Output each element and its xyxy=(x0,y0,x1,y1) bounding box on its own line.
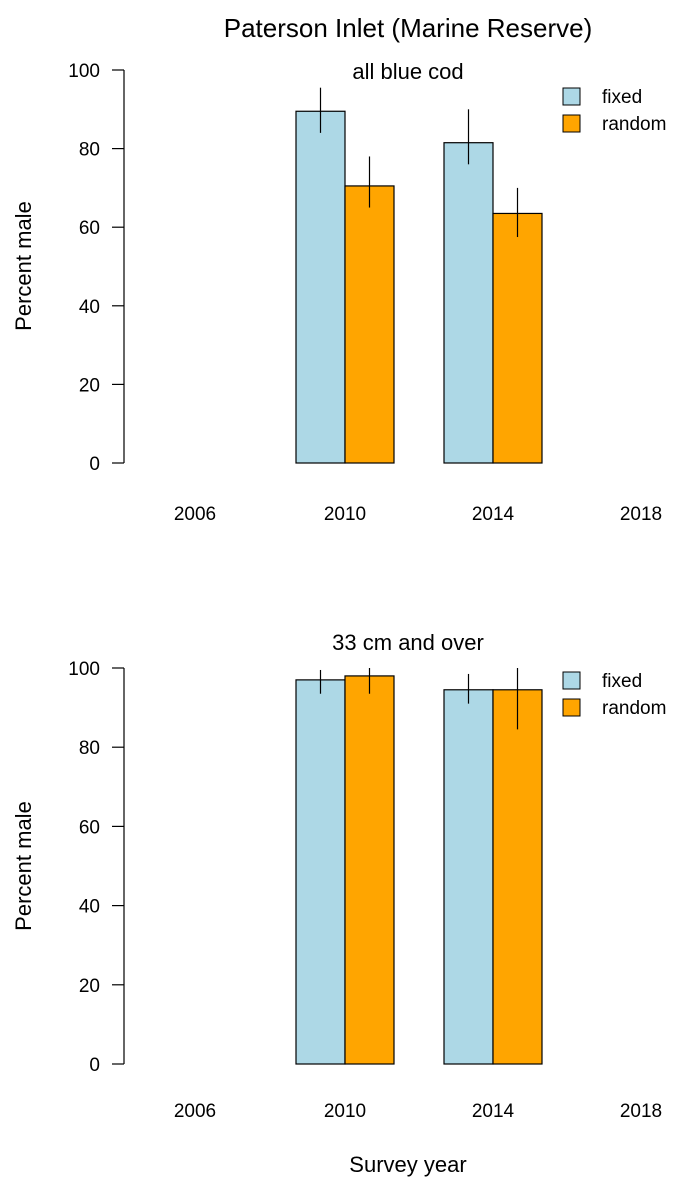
x-tick-label: 2010 xyxy=(324,1101,366,1122)
x-axis-label: Survey year xyxy=(349,1152,466,1177)
panel-title: 33 cm and over xyxy=(332,630,484,655)
legend-swatch-random xyxy=(562,114,581,133)
y-axis-label: Percent male xyxy=(11,201,36,331)
x-tick-label: 2018 xyxy=(620,1101,662,1122)
bar-random-2010 xyxy=(344,185,395,464)
x-tick-label: 2010 xyxy=(324,504,366,525)
chart-panel-1: all blue cod 0 20 40 60 80 100 Percent male 2006… xyxy=(11,59,666,525)
y-tick-label: 60 xyxy=(79,218,100,239)
y-tick-label: 40 xyxy=(79,897,100,918)
legend-label-random: random xyxy=(602,698,666,719)
bar-fixed-2014 xyxy=(443,689,494,1065)
bar-random-2014 xyxy=(492,212,543,464)
x-tick-label: 2018 xyxy=(620,504,662,525)
bar-fixed-2014 xyxy=(443,142,494,464)
y-tick-label: 80 xyxy=(79,140,100,161)
bar-random-2014 xyxy=(492,689,543,1065)
bar-fixed-2010 xyxy=(295,110,346,464)
y-tick-label: 100 xyxy=(68,659,100,680)
y-tick-label: 60 xyxy=(79,817,100,838)
bar-fixed-2010 xyxy=(295,679,346,1065)
y-tick-label: 0 xyxy=(89,1055,100,1076)
y-tick-label: 40 xyxy=(79,297,100,318)
y-tick-label: 80 xyxy=(79,738,100,759)
legend-swatch-random xyxy=(562,698,581,717)
x-tick-label: 2006 xyxy=(174,504,216,525)
y-axis-label: Percent male xyxy=(11,801,36,931)
chart-panel-2: 33 cm and over 0 20 40 60 80 100 Percent male 20… xyxy=(11,630,666,1122)
legend-swatch-fixed xyxy=(562,671,581,690)
legend-label-random: random xyxy=(602,114,666,135)
legend-label-fixed: fixed xyxy=(602,87,642,108)
bar-random-2010 xyxy=(344,675,395,1065)
y-tick-label: 20 xyxy=(79,976,100,997)
x-tick-label: 2014 xyxy=(472,504,515,525)
legend-label-fixed: fixed xyxy=(602,671,642,692)
y-tick-label: 20 xyxy=(79,375,100,396)
x-tick-label: 2014 xyxy=(472,1101,515,1122)
figure-title: Paterson Inlet (Marine Reserve) xyxy=(224,13,592,43)
legend-swatch-fixed xyxy=(562,87,581,106)
y-tick-label: 100 xyxy=(68,61,100,82)
panel-title: all blue cod xyxy=(352,59,463,84)
x-tick-label: 2006 xyxy=(174,1101,216,1122)
y-tick-label: 0 xyxy=(89,454,100,475)
